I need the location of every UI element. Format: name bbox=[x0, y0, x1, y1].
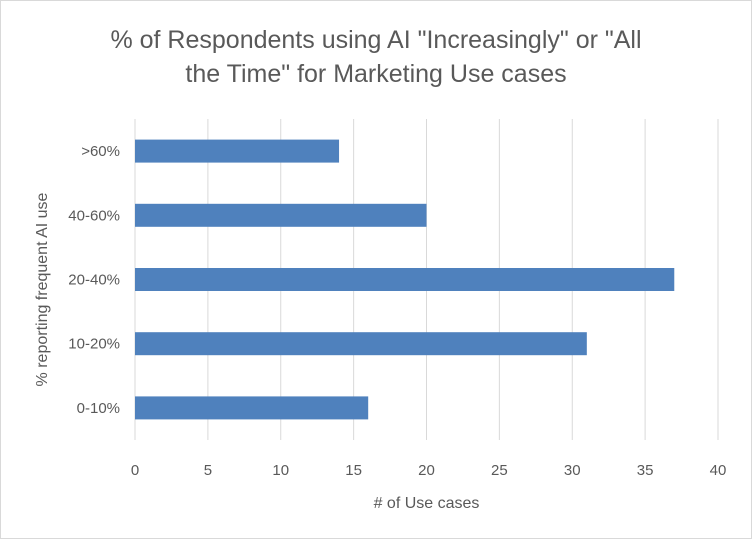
y-category-label: 40-60% bbox=[68, 207, 120, 224]
x-tick-label: 5 bbox=[204, 462, 212, 479]
x-tick-label: 25 bbox=[491, 462, 508, 479]
x-tick-label: 35 bbox=[637, 462, 654, 479]
y-category-label: 0-10% bbox=[77, 400, 120, 417]
y-category-label: 10-20% bbox=[68, 336, 120, 353]
x-tick-label: 30 bbox=[564, 462, 581, 479]
bar->60% bbox=[135, 139, 340, 163]
x-tick-label: 15 bbox=[345, 462, 362, 479]
x-tick-label: 0 bbox=[131, 462, 139, 479]
chart-title: % of Respondents using AI "Increasingly"… bbox=[1, 23, 751, 91]
chart-title-line-1: % of Respondents using AI "Increasingly"… bbox=[110, 26, 642, 54]
x-axis-ticks: 0 5 10 15 20 25 30 35 40 bbox=[131, 462, 727, 479]
x-axis-title: # of Use cases bbox=[374, 495, 480, 512]
y-category-label: >60% bbox=[81, 143, 120, 160]
bar-0-10% bbox=[135, 396, 369, 420]
x-tick-label: 20 bbox=[418, 462, 435, 479]
bar-10-20% bbox=[135, 332, 587, 356]
bars bbox=[135, 139, 675, 420]
bar-40-60% bbox=[135, 203, 427, 227]
y-axis-categories: 0-10% 10-20% 20-40% 40-60% >60% bbox=[68, 143, 120, 417]
x-tick-label: 40 bbox=[710, 462, 727, 479]
y-category-label: 20-40% bbox=[68, 272, 120, 289]
bar-20-40% bbox=[135, 268, 675, 291]
chart-title-line-2: the Time" for Marketing Use cases bbox=[185, 60, 567, 88]
x-tick-label: 10 bbox=[272, 462, 289, 479]
y-axis-title: % reporting frequent AI use bbox=[34, 192, 51, 386]
